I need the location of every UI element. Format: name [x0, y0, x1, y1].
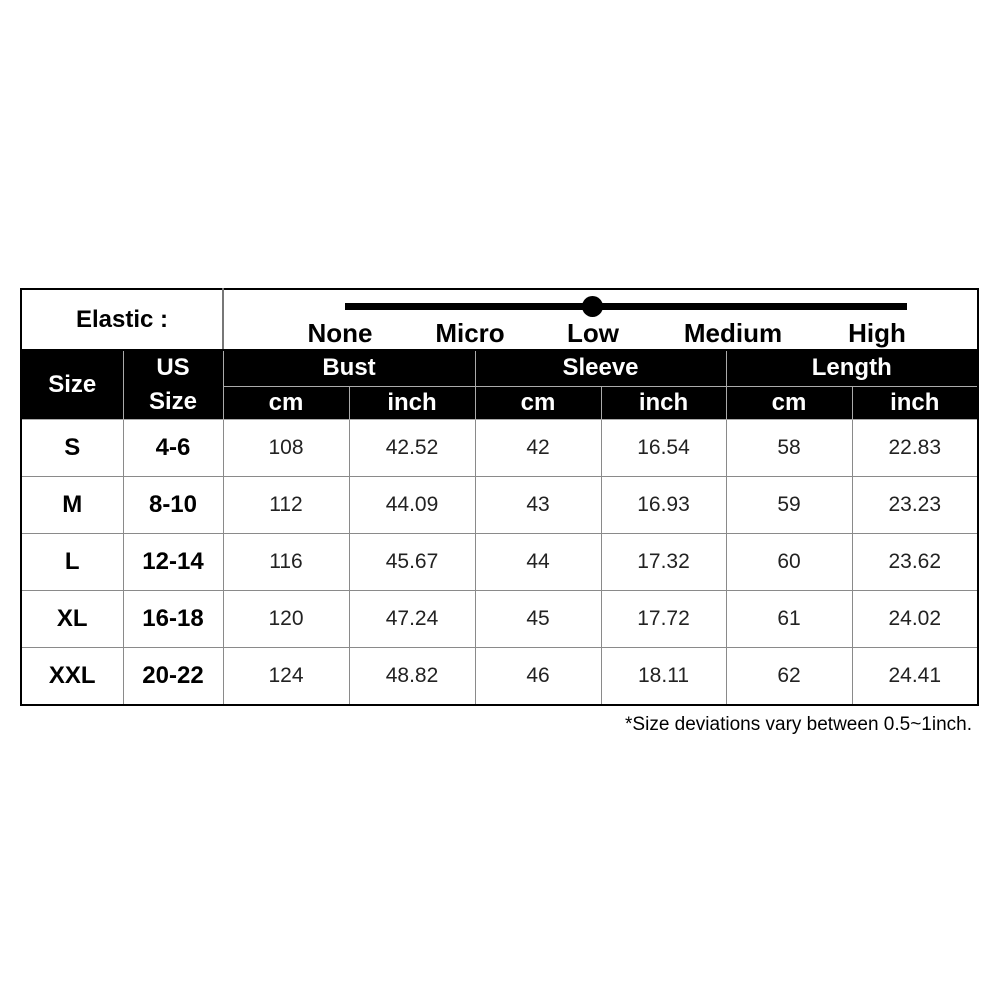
measurement-cell: 18.11 — [600, 647, 727, 706]
measurement-cell: 17.72 — [600, 590, 727, 648]
header-us-size-line2: Size — [148, 388, 198, 415]
size-cell: M — [20, 476, 124, 534]
measurement-cell: 23.62 — [851, 533, 979, 591]
measurement-cell: 108 — [222, 419, 350, 477]
measurement-cell: 24.41 — [851, 647, 979, 706]
measurement-cell: 60 — [725, 533, 853, 591]
table-row: XXL 20-22 124 48.82 46 18.11 62 24.41 — [20, 647, 979, 706]
header-unit: cm — [474, 385, 602, 421]
measurement-cell: 58 — [725, 419, 853, 477]
elastic-label: Elastic : — [20, 288, 224, 351]
elastic-scale-line — [345, 303, 907, 310]
header-length: Length — [725, 349, 979, 387]
measurement-cell: 43 — [474, 476, 602, 534]
measurement-cell: 16.93 — [600, 476, 727, 534]
footnote: *Size deviations vary between 0.5~1inch. — [625, 714, 972, 735]
elastic-row: Elastic : None Micro Low Medium High — [20, 288, 979, 351]
measurement-cell: 17.32 — [600, 533, 727, 591]
measurement-cell: 45.67 — [348, 533, 476, 591]
us-size-cell: 16-18 — [122, 590, 224, 648]
measurement-cell: 48.82 — [348, 647, 476, 706]
measurement-cell: 112 — [222, 476, 350, 534]
elastic-level-medium: Medium — [683, 318, 783, 348]
header-unit: inch — [348, 385, 476, 421]
size-cell: XL — [20, 590, 124, 648]
header-sleeve: Sleeve — [474, 349, 727, 387]
elastic-scale-marker — [582, 296, 603, 317]
measurement-cell: 62 — [725, 647, 853, 706]
measurement-cell: 44 — [474, 533, 602, 591]
measurement-cell: 59 — [725, 476, 853, 534]
header-us-size: US Size — [122, 349, 224, 420]
measurement-cell: 116 — [222, 533, 350, 591]
size-cell: L — [20, 533, 124, 591]
elastic-level-low: Low — [567, 318, 619, 348]
size-cell: XXL — [20, 647, 124, 706]
measurement-cell: 120 — [222, 590, 350, 648]
header-unit: cm — [725, 385, 853, 421]
elastic-level-micro: Micro — [435, 318, 505, 348]
measurement-cell: 46 — [474, 647, 602, 706]
header-unit: cm — [222, 385, 350, 421]
us-size-cell: 8-10 — [122, 476, 224, 534]
us-size-cell: 20-22 — [122, 647, 224, 706]
measurement-cell: 42 — [474, 419, 602, 477]
header-row-groups: Size US Size Bust Sleeve Length — [20, 349, 979, 420]
us-size-cell: 12-14 — [122, 533, 224, 591]
measurement-cell: 16.54 — [600, 419, 727, 477]
measurement-cell: 124 — [222, 647, 350, 706]
table-row: S 4-6 108 42.52 42 16.54 58 22.83 — [20, 419, 979, 477]
measurement-cell: 22.83 — [851, 419, 979, 477]
elastic-scale: None Micro Low Medium High — [222, 288, 979, 351]
measurement-cell: 47.24 — [348, 590, 476, 648]
us-size-cell: 4-6 — [122, 419, 224, 477]
elastic-level-none: None — [307, 318, 373, 348]
measurement-cell: 44.09 — [348, 476, 476, 534]
measurement-cell: 61 — [725, 590, 853, 648]
elastic-level-high: High — [848, 318, 906, 348]
header-row-units: cm inch cm inch cm inch — [21, 385, 979, 421]
size-cell: S — [20, 419, 124, 477]
measurement-cell: 45 — [474, 590, 602, 648]
size-chart-table: Elastic : None Micro Low Medium High Siz… — [20, 288, 979, 706]
measurement-cell: 23.23 — [851, 476, 979, 534]
table-row: M 8-10 112 44.09 43 16.93 59 23.23 — [20, 476, 979, 534]
header-unit: inch — [600, 385, 727, 421]
header-bust: Bust — [222, 349, 476, 387]
measurement-cell: 24.02 — [851, 590, 979, 648]
header-size: Size — [20, 349, 124, 420]
measurement-cell: 42.52 — [348, 419, 476, 477]
header-us-size-line1: US — [156, 354, 190, 381]
header-unit: inch — [851, 385, 979, 421]
table-row: L 12-14 116 45.67 44 17.32 60 23.62 — [20, 533, 979, 591]
table-row: XL 16-18 120 47.24 45 17.72 61 24.02 — [20, 590, 979, 648]
